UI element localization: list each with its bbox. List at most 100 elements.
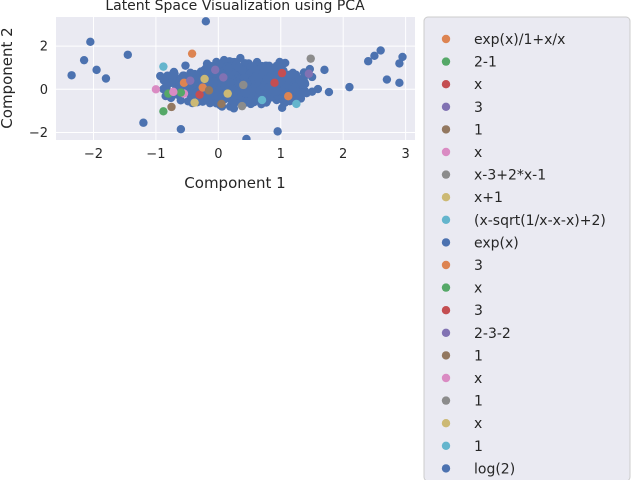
legend-label: x	[474, 281, 482, 297]
series-point	[270, 78, 279, 88]
series-point	[151, 85, 161, 94]
series-point	[159, 107, 168, 116]
series-point	[211, 65, 220, 75]
legend-label: 3	[474, 100, 483, 116]
legend-marker	[441, 80, 451, 89]
data-point	[395, 78, 404, 88]
legend-label: x	[474, 416, 482, 432]
legend-marker	[441, 102, 451, 112]
legend-label: log(2)	[474, 461, 515, 477]
legend-label: 2-1	[474, 55, 497, 71]
data-point	[156, 71, 165, 81]
series-point	[187, 49, 197, 58]
scatter-points	[67, 17, 407, 140]
series-point	[219, 73, 228, 82]
legend-marker	[441, 464, 451, 473]
legend-label: x+1	[474, 190, 503, 206]
data-point	[262, 88, 272, 97]
data-point	[277, 87, 287, 96]
legend-label: 1	[474, 394, 483, 410]
data-point	[270, 87, 280, 96]
data-point	[298, 80, 307, 89]
x-tick-label: −2	[84, 147, 103, 162]
data-point	[79, 55, 89, 65]
data-point	[258, 68, 268, 77]
series-point	[277, 68, 287, 78]
data-point	[370, 51, 379, 61]
data-point	[181, 61, 190, 70]
legend-label: 2-3-2	[474, 326, 511, 342]
series-point	[198, 83, 207, 92]
legend-marker	[441, 396, 451, 405]
data-point	[214, 86, 224, 95]
legend-label: x	[474, 77, 482, 93]
y-tick-label: 0	[40, 83, 48, 98]
legend-label: (x-sqrt(1/x-x-x)+2)	[474, 213, 606, 229]
series-point	[200, 74, 209, 84]
legend: exp(x)/1+x/x 2-1 x 3 1 x x-3+2*x-1 x+1 (x-sqrt(1…	[423, 16, 631, 482]
data-point	[203, 66, 213, 75]
data-point	[123, 50, 132, 59]
legend-marker	[441, 57, 451, 66]
data-point	[277, 103, 287, 113]
data-point	[288, 85, 297, 94]
data-point	[224, 63, 234, 73]
data-point	[376, 46, 385, 55]
legend-box	[423, 16, 631, 482]
series-point	[190, 98, 199, 107]
legend-marker	[441, 306, 451, 315]
legend-label: 1	[474, 348, 483, 364]
legend-label: 3	[474, 258, 483, 274]
x-tick-label: 1	[277, 147, 285, 162]
axis-tick-labels: −2 −1 0 1 2 3 −2 0 2	[29, 40, 410, 162]
data-point	[86, 37, 95, 47]
series-point	[306, 54, 315, 63]
series-point	[167, 102, 176, 112]
series-point	[251, 72, 260, 81]
data-point	[234, 63, 243, 72]
legend-marker	[441, 351, 451, 360]
data-point	[209, 78, 219, 87]
data-point	[201, 17, 211, 26]
legend-marker	[441, 147, 451, 157]
data-point	[170, 69, 179, 79]
series-point	[186, 76, 195, 85]
series-point	[292, 99, 301, 109]
series-point	[159, 62, 168, 71]
data-point	[139, 118, 148, 127]
data-point	[395, 59, 404, 68]
y-tick-label: −2	[29, 126, 48, 141]
series-point	[284, 91, 293, 101]
legend-marker	[441, 34, 451, 44]
series-point	[223, 89, 232, 98]
legend-label: 3	[474, 303, 483, 319]
legend-label: x-3+2*x-1	[474, 168, 546, 184]
legend-label: 1	[474, 439, 483, 455]
data-point	[176, 125, 186, 134]
data-point	[242, 134, 251, 140]
legend-marker	[441, 125, 451, 134]
legend-marker	[441, 260, 451, 270]
legend-label: x	[474, 145, 482, 161]
data-point	[324, 87, 334, 97]
legend-marker	[441, 283, 451, 292]
legend-label: exp(x)/1+x/x	[474, 32, 565, 48]
x-tick-label: 2	[339, 147, 347, 162]
data-point	[345, 82, 354, 92]
series-point	[217, 99, 226, 109]
legend-label: exp(x)	[474, 235, 519, 251]
data-point	[101, 74, 111, 83]
data-point	[363, 57, 373, 66]
y-tick-label: 2	[40, 40, 48, 55]
data-point	[320, 65, 329, 75]
series-point	[237, 101, 247, 111]
x-axis-label: Component 1	[184, 174, 285, 192]
x-tick-label: 0	[214, 147, 222, 162]
legend-marker	[441, 328, 451, 337]
series-point	[195, 90, 204, 99]
y-axis-label: Component 2	[0, 27, 16, 128]
data-point	[67, 71, 76, 80]
data-point	[249, 63, 258, 73]
